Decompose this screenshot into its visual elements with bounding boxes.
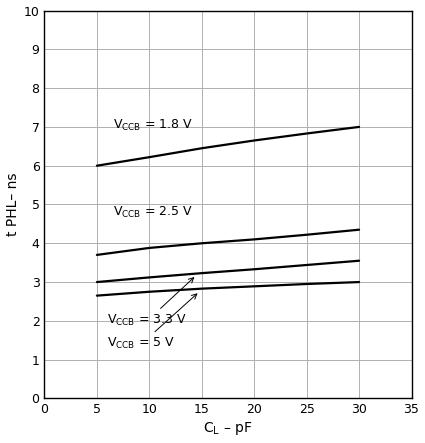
- Text: V$_\mathregular{CCB}$ = 3.3 V: V$_\mathregular{CCB}$ = 3.3 V: [108, 278, 194, 328]
- Text: V$_\mathregular{CCB}$ = 5 V: V$_\mathregular{CCB}$ = 5 V: [108, 294, 197, 351]
- Text: V$_\mathregular{CCB}$ = 1.8 V: V$_\mathregular{CCB}$ = 1.8 V: [113, 118, 192, 133]
- X-axis label: C$_\mathregular{L}$ – pF: C$_\mathregular{L}$ – pF: [203, 420, 252, 437]
- Y-axis label: t PHL– ns: t PHL– ns: [6, 173, 20, 236]
- Text: V$_\mathregular{CCB}$ = 2.5 V: V$_\mathregular{CCB}$ = 2.5 V: [113, 205, 193, 220]
